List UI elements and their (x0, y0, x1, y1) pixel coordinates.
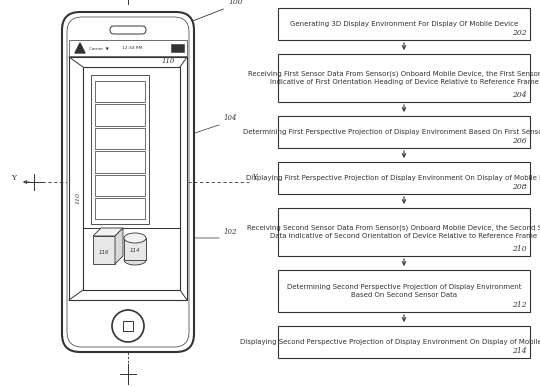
Circle shape (112, 310, 144, 342)
Text: Determining Second Perspective Projection of Display Environment
Based On Second: Determining Second Perspective Projectio… (287, 284, 521, 298)
Polygon shape (115, 228, 123, 264)
Bar (69, 57, 187, 300)
Text: 110: 110 (76, 192, 81, 204)
Bar (278, 208, 530, 256)
Text: Displaying Second Perspective Projection of Display Environment On Display of Mo: Displaying Second Perspective Projection… (240, 339, 540, 345)
Text: 208: 208 (512, 183, 527, 191)
Bar (278, 8, 530, 40)
Text: 106: 106 (164, 283, 176, 288)
Text: 110: 110 (161, 57, 175, 65)
Bar (69, 40, 187, 56)
Bar (95, 198, 145, 219)
Bar (278, 116, 530, 148)
Text: Y: Y (11, 174, 16, 182)
Bar (95, 151, 145, 173)
Text: 100: 100 (228, 0, 242, 6)
Bar (123, 321, 133, 331)
Bar (95, 128, 145, 149)
Text: Receiving Second Sensor Data From Sensor(s) Onboard Mobile Device, the Second Se: Receiving Second Sensor Data From Sensor… (247, 225, 540, 239)
Bar (95, 81, 145, 103)
Text: 204: 204 (512, 91, 527, 99)
Bar (278, 270, 530, 312)
Bar (278, 326, 530, 358)
Text: Displaying First Perspective Projection of Display Environment On Display of Mob: Displaying First Perspective Projection … (246, 175, 540, 181)
Text: Generating 3D Display Environment For Display Of Mobile Device: Generating 3D Display Environment For Di… (290, 21, 518, 27)
Text: 12:34 PM: 12:34 PM (122, 46, 142, 50)
Text: Y: Y (252, 173, 257, 181)
Bar (83, 67, 180, 290)
Text: 114: 114 (130, 248, 140, 253)
Bar (91, 75, 149, 224)
Text: Determining First Perspective Projection of Display Environment Based On First S: Determining First Perspective Projection… (244, 129, 540, 135)
Bar (95, 175, 145, 196)
Bar (93, 236, 115, 264)
Text: 102: 102 (224, 228, 238, 236)
Text: Receiving First Sensor Data From Sensor(s) Onboard Mobile Device, the First Sens: Receiving First Sensor Data From Sensor(… (248, 71, 540, 85)
Text: 202: 202 (512, 29, 527, 37)
Bar (278, 162, 530, 194)
FancyBboxPatch shape (110, 26, 146, 34)
Text: 112a: 112a (111, 229, 127, 234)
Text: 214: 214 (512, 347, 527, 355)
FancyBboxPatch shape (62, 12, 194, 352)
Text: 210: 210 (512, 245, 527, 253)
Polygon shape (75, 43, 85, 53)
Text: Carrier  ▼: Carrier ▼ (89, 46, 109, 50)
Polygon shape (93, 228, 123, 236)
Text: 120: 120 (165, 78, 177, 83)
FancyBboxPatch shape (67, 17, 189, 347)
Text: 212: 212 (512, 301, 527, 309)
Bar (95, 104, 145, 126)
Bar (124, 238, 146, 260)
Text: 206: 206 (512, 137, 527, 145)
Ellipse shape (124, 233, 146, 243)
Bar (171, 44, 184, 52)
Ellipse shape (124, 255, 146, 265)
Text: 104: 104 (224, 114, 238, 122)
Text: 118: 118 (165, 88, 177, 93)
Text: 116: 116 (99, 250, 109, 255)
Bar (278, 54, 530, 102)
